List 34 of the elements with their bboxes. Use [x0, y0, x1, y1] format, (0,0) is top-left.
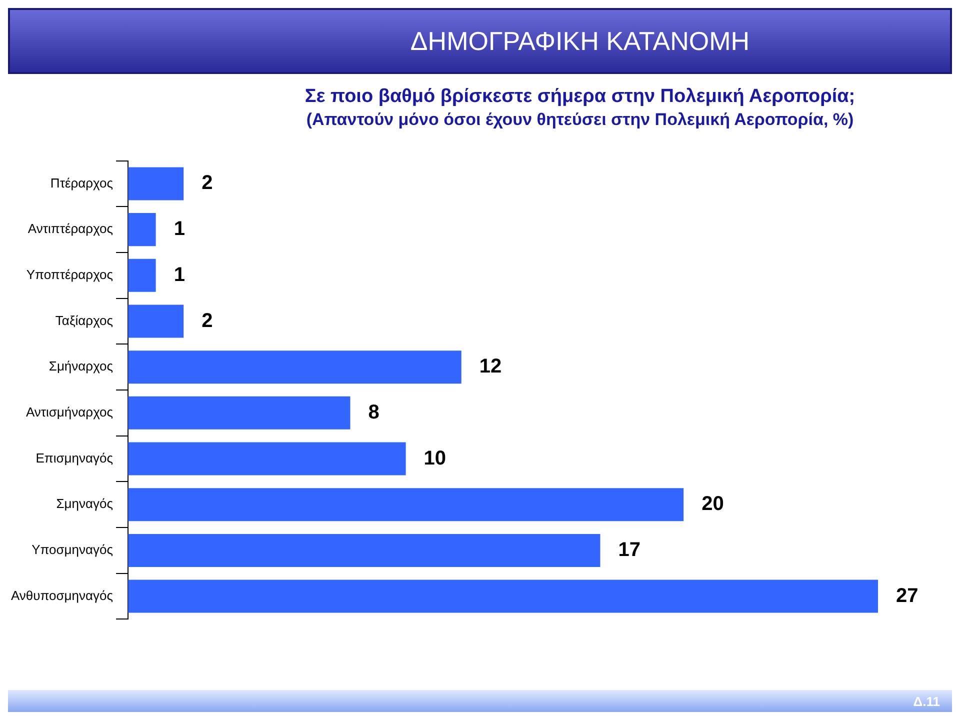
bar [128, 304, 184, 338]
bar [128, 442, 406, 476]
y-tick-label: Σμηναγός [56, 496, 114, 512]
bar [128, 213, 156, 246]
bar [128, 488, 684, 522]
y-tick-label: Ταξίαρχος [55, 312, 114, 328]
chart-title: ΔΗΜΟΓΡΑΦΙΚΗ ΚΑΤΑΝΟΜΗ [410, 26, 750, 56]
bar [128, 350, 462, 384]
data-label: 2 [202, 172, 213, 194]
text: Δ.11 [913, 694, 940, 708]
bar [128, 258, 156, 292]
bar [128, 580, 878, 613]
data-label: 1 [174, 218, 185, 240]
chart-subtitle: Σε ποιο βαθμό βρίσκεστε σήμερα στην Πολεμική Αεροπορία; [304, 86, 856, 108]
y-tick-label: Επισμηναγός [36, 450, 114, 466]
y-tick-label: Αντισμήναρχος [26, 404, 114, 420]
text: (Απαντούν μόνο όσοι έχουν θητεύσει στην Πολεμική Αεροπορία, %) [305, 110, 855, 130]
y-tick-label: Σμήναρχος [48, 358, 114, 374]
data-label: 1 [174, 264, 185, 286]
y-tick-label: Αντιπτέραρχος [28, 221, 114, 236]
y-tick-label: Υποπτέραρχος [26, 266, 114, 282]
y-tick-label: Ανθυποσμηναγός [11, 588, 114, 603]
y-tick-label: Πτέραρχος [50, 175, 114, 190]
data-label: 20 [702, 493, 724, 516]
data-label: 10 [424, 447, 446, 470]
data-label: 12 [479, 356, 502, 378]
bar [128, 534, 600, 567]
y-tick-label: Υποσμηναγός [32, 542, 114, 558]
data-label: 17 [618, 538, 640, 561]
bar [128, 396, 350, 430]
data-label: 2 [202, 310, 213, 332]
data-label: 27 [896, 584, 918, 607]
data-label: 8 [368, 401, 380, 424]
bar [128, 167, 184, 200]
